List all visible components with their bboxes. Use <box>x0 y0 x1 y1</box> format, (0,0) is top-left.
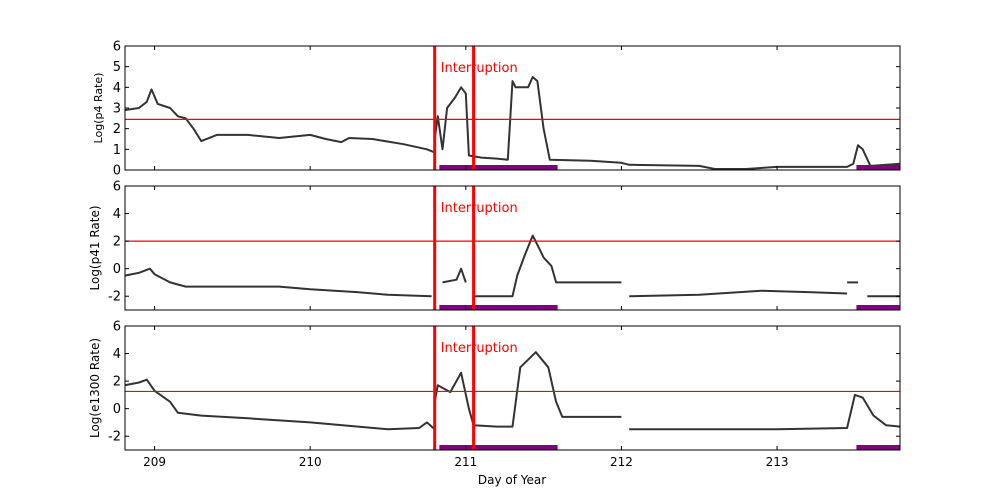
y-tick-label: 6 <box>113 180 121 195</box>
panel-1: Interruption 0 1 2 3 4 5 6 Log(p4 Rate) <box>92 40 901 179</box>
y-tick-label: 0 <box>113 164 121 179</box>
y-tick-label: 2 <box>113 122 121 137</box>
y-tick-label: 2 <box>113 375 121 390</box>
y-tick-label: 4 <box>113 81 121 96</box>
y-tick-label: 1 <box>113 143 121 158</box>
data-series-line <box>433 351 622 428</box>
axes-frame <box>124 185 901 311</box>
x-tick-label: 209 <box>143 455 166 469</box>
data-series-line <box>125 88 436 154</box>
y-tick-label: 4 <box>113 207 121 222</box>
x-tick-label: 213 <box>766 455 789 469</box>
interval-band <box>439 165 558 170</box>
data-series-line <box>473 234 622 298</box>
data-series-line <box>433 76 900 170</box>
panel-3: Interruption 209 210 211 212 213 -2 0 2 4 6 Log(e13… <box>88 320 901 469</box>
y-tick-label: 3 <box>113 102 121 117</box>
plot-area <box>125 186 900 310</box>
y-tick-label: 6 <box>113 40 121 55</box>
interval-band <box>856 305 900 310</box>
plot-area <box>125 46 900 170</box>
data-series-line <box>125 267 432 298</box>
y-tick-label: -2 <box>108 290 121 305</box>
data-series-line <box>629 393 900 431</box>
interval-band <box>856 445 900 450</box>
x-tick-label: 210 <box>299 455 322 469</box>
y-tick-label: 0 <box>113 402 121 417</box>
data-series-line <box>442 267 467 284</box>
y-tick-label: 5 <box>113 60 121 75</box>
interval-band <box>439 305 558 310</box>
y-tick-label: 6 <box>113 320 121 335</box>
plot-area <box>125 326 900 450</box>
interval-band <box>856 165 900 170</box>
y-axis-label: Log(p4 Rate) <box>92 73 105 144</box>
interruption-label: Interruption <box>441 201 518 216</box>
axes-frame <box>124 325 901 451</box>
panel-2: Interruption -2 0 2 4 6 Log(p41 Rate) <box>88 180 901 311</box>
y-tick-label: 0 <box>113 262 121 277</box>
y-axis-label: Log(e1300 Rate) <box>88 338 102 438</box>
y-tick-label: -2 <box>108 430 121 445</box>
interruption-label: Interruption <box>441 61 518 76</box>
x-tick-label: 212 <box>610 455 633 469</box>
interruption-label: Interruption <box>441 341 518 356</box>
y-tick-label: 2 <box>113 235 121 250</box>
data-series-line <box>629 289 848 298</box>
y-tick-label: 4 <box>113 347 121 362</box>
data-series-line <box>125 378 436 431</box>
x-tick-label: 211 <box>454 455 477 469</box>
interval-band <box>439 445 558 450</box>
x-axis-label: Day of Year <box>478 473 546 487</box>
y-axis-label: Log(p41 Rate) <box>88 205 102 290</box>
